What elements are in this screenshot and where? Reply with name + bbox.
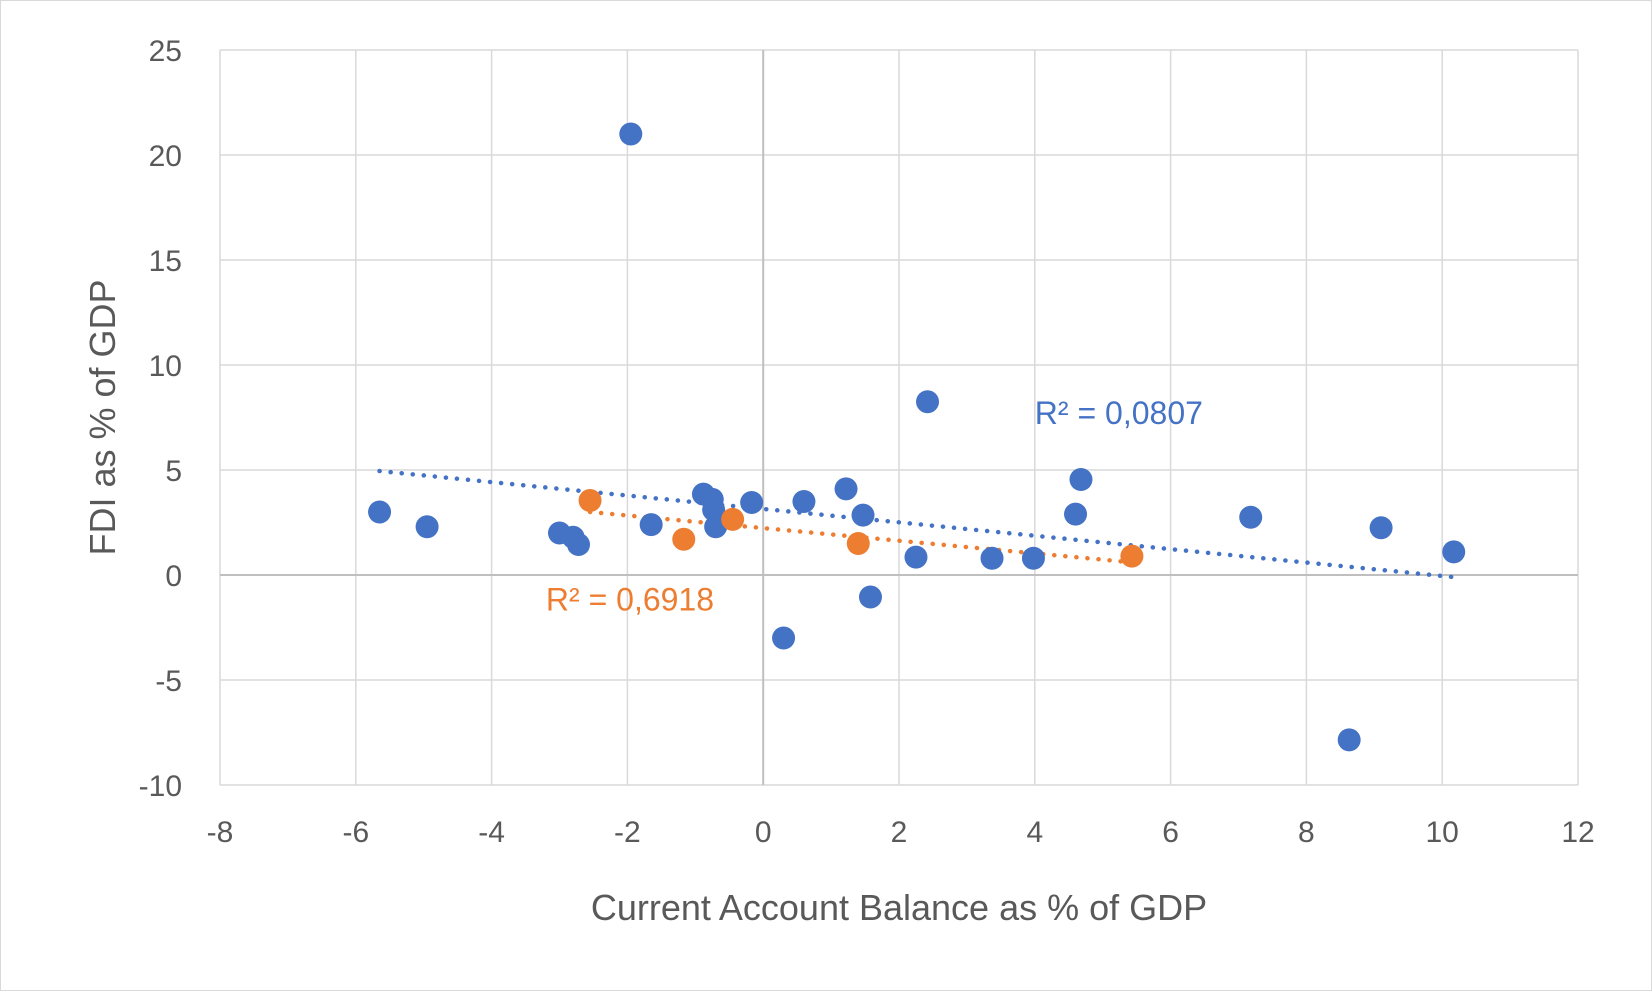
data-point-series-2 xyxy=(1120,544,1144,568)
trendline-series-1 xyxy=(377,468,1456,580)
y-tick-label: -5 xyxy=(155,665,182,698)
x-tick-label: -6 xyxy=(342,816,369,849)
data-point-series-1 xyxy=(1064,502,1088,526)
y-tick-label: 20 xyxy=(149,140,182,173)
data-point-series-1 xyxy=(1337,728,1361,752)
data-point-series-2 xyxy=(846,532,870,555)
zero-axis-lines xyxy=(220,50,1578,785)
data-point-series-1 xyxy=(1069,467,1093,491)
r-squared-label-series-1: R² = 0,0807 xyxy=(1035,395,1203,431)
data-point-series-1 xyxy=(792,490,816,513)
data-points xyxy=(368,122,1466,752)
x-tick-label: 8 xyxy=(1298,816,1315,849)
grid-lines xyxy=(219,49,1579,786)
data-point-series-1 xyxy=(619,122,643,146)
y-axis-title: FDI as % of GDP xyxy=(82,279,123,555)
data-point-series-1 xyxy=(851,503,875,527)
x-tick-label: 0 xyxy=(755,816,772,849)
x-tick-label: 2 xyxy=(891,816,908,849)
y-tick-label: 0 xyxy=(165,560,182,593)
y-tick-label: 25 xyxy=(149,35,182,68)
data-point-series-1 xyxy=(702,498,726,522)
data-point-series-1 xyxy=(1239,505,1263,529)
data-point-series-1 xyxy=(740,491,764,515)
data-point-series-1 xyxy=(368,500,392,524)
data-point-series-2 xyxy=(672,527,696,551)
x-tick-label: -2 xyxy=(614,816,641,849)
x-tick-label: 6 xyxy=(1162,816,1179,849)
data-point-series-1 xyxy=(415,515,439,539)
data-point-series-1 xyxy=(639,513,663,537)
data-point-series-1 xyxy=(567,533,591,557)
data-point-series-1 xyxy=(904,545,928,569)
data-point-series-2 xyxy=(721,507,745,531)
r-squared-label-series-2: R² = 0,6918 xyxy=(546,582,714,618)
y-tick-label: 10 xyxy=(149,350,182,383)
x-axis-title: Current Account Balance as % of GDP xyxy=(591,887,1207,928)
data-point-series-1 xyxy=(1442,540,1466,564)
x-tick-label: 12 xyxy=(1561,816,1594,849)
y-tick-label: 5 xyxy=(165,455,182,488)
x-tick-label: 10 xyxy=(1426,816,1459,849)
data-point-series-1 xyxy=(834,477,858,501)
data-point-series-2 xyxy=(578,488,602,512)
y-tick-label: 15 xyxy=(149,245,182,278)
data-point-series-1 xyxy=(980,546,1004,570)
data-point-series-1 xyxy=(772,626,796,650)
y-tick-label: -10 xyxy=(139,770,182,803)
x-tick-label: -8 xyxy=(207,816,234,849)
x-tick-label: 4 xyxy=(1026,816,1043,849)
data-point-series-1 xyxy=(916,390,940,414)
r-squared-labels: R² = 0,0807 R² = 0,6918 xyxy=(546,395,1203,618)
y-axis-tick-labels: -10 -5 0 5 10 15 20 25 xyxy=(139,35,182,803)
data-point-series-1 xyxy=(1021,546,1045,570)
x-axis-tick-labels: -8 -6 -4 -2 0 2 4 6 8 10 12 xyxy=(207,816,1595,849)
x-tick-label: -4 xyxy=(478,816,505,849)
data-point-series-1 xyxy=(1369,516,1393,540)
data-point-series-1 xyxy=(858,585,882,609)
